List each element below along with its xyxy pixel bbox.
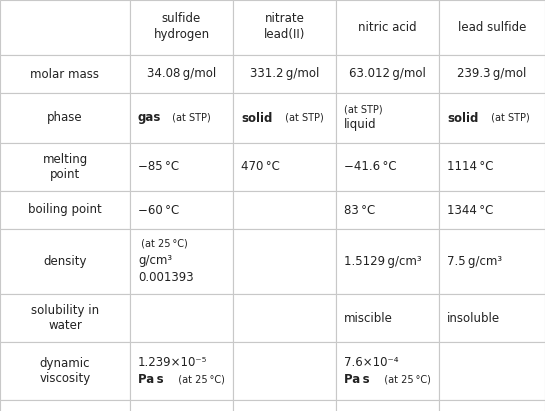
Text: liquid: liquid [344, 118, 377, 131]
Bar [130, 93, 233, 143]
Bar [130, 191, 233, 229]
Bar [0, 0, 130, 55]
Bar [233, 342, 336, 400]
Bar [233, 0, 336, 55]
Bar [439, 55, 545, 93]
Text: (at STP): (at STP) [282, 113, 324, 123]
Text: 7.5 g/cm³: 7.5 g/cm³ [447, 255, 502, 268]
Bar [233, 191, 336, 229]
Bar [233, 55, 336, 93]
Text: melting
point: melting point [43, 153, 88, 181]
Bar [439, 0, 545, 55]
Bar [0, 143, 130, 191]
Bar [336, 0, 439, 55]
Text: (at STP): (at STP) [344, 104, 383, 115]
Text: (at STP): (at STP) [488, 113, 530, 123]
Text: dynamic
viscosity: dynamic viscosity [39, 357, 90, 385]
Bar [439, 93, 545, 143]
Text: sulfide: sulfide [162, 12, 201, 25]
Text: phase: phase [47, 111, 83, 125]
Bar [130, 400, 233, 411]
Text: molar mass: molar mass [31, 67, 100, 81]
Bar [0, 93, 130, 143]
Text: 331.2 g/mol: 331.2 g/mol [250, 67, 319, 81]
Text: 63.012 g/mol: 63.012 g/mol [349, 67, 426, 81]
Bar [233, 294, 336, 342]
Text: 1.5129 g/cm³: 1.5129 g/cm³ [344, 255, 422, 268]
Text: gas: gas [138, 111, 161, 125]
Bar [336, 400, 439, 411]
Bar [336, 55, 439, 93]
Text: solid: solid [241, 111, 272, 125]
Bar [439, 294, 545, 342]
Text: nitrate: nitrate [264, 12, 305, 25]
Bar [130, 0, 233, 55]
Bar [336, 93, 439, 143]
Bar [233, 229, 336, 294]
Text: −85 °C: −85 °C [138, 161, 179, 173]
Text: solubility in
water: solubility in water [31, 304, 99, 332]
Bar [439, 400, 545, 411]
Text: 83 °C: 83 °C [344, 203, 376, 217]
Bar [336, 143, 439, 191]
Text: (at 25 °C): (at 25 °C) [138, 238, 187, 248]
Bar [439, 191, 545, 229]
Text: −41.6 °C: −41.6 °C [344, 161, 397, 173]
Text: 1.239×10⁻⁵: 1.239×10⁻⁵ [138, 356, 208, 369]
Text: nitric acid: nitric acid [358, 21, 417, 34]
Bar [336, 294, 439, 342]
Bar [439, 342, 545, 400]
Text: solid: solid [447, 111, 479, 125]
Text: Pa s: Pa s [138, 373, 163, 386]
Text: density: density [43, 255, 87, 268]
Bar [0, 400, 130, 411]
Text: 34.08 g/mol: 34.08 g/mol [147, 67, 216, 81]
Text: (at 25 °C): (at 25 °C) [172, 375, 225, 385]
Bar [130, 143, 233, 191]
Bar [336, 229, 439, 294]
Text: 1114 °C: 1114 °C [447, 161, 494, 173]
Bar [0, 229, 130, 294]
Bar [233, 93, 336, 143]
Text: 239.3 g/mol: 239.3 g/mol [457, 67, 526, 81]
Bar [0, 191, 130, 229]
Text: −60 °C: −60 °C [138, 203, 179, 217]
Bar [0, 342, 130, 400]
Bar [0, 294, 130, 342]
Bar [130, 229, 233, 294]
Bar [439, 143, 545, 191]
Text: Pa s: Pa s [344, 373, 370, 386]
Bar [439, 229, 545, 294]
Text: lead sulfide: lead sulfide [458, 21, 526, 34]
Bar [336, 342, 439, 400]
Text: 470 °C: 470 °C [241, 161, 280, 173]
Text: lead(II): lead(II) [264, 28, 305, 41]
Bar [233, 400, 336, 411]
Bar [130, 55, 233, 93]
Text: 1344 °C: 1344 °C [447, 203, 493, 217]
Bar [233, 143, 336, 191]
Text: 7.6×10⁻⁴: 7.6×10⁻⁴ [344, 356, 398, 369]
Bar [336, 191, 439, 229]
Text: g/cm³: g/cm³ [138, 254, 172, 267]
Text: boiling point: boiling point [28, 203, 102, 217]
Bar [130, 294, 233, 342]
Text: (at 25 °C): (at 25 °C) [378, 375, 431, 385]
Bar [130, 342, 233, 400]
Text: 0.001393: 0.001393 [138, 270, 193, 284]
Text: hydrogen: hydrogen [154, 28, 210, 41]
Text: miscible: miscible [344, 312, 393, 325]
Bar [0, 55, 130, 93]
Text: (at STP): (at STP) [169, 113, 211, 123]
Text: insoluble: insoluble [447, 312, 500, 325]
